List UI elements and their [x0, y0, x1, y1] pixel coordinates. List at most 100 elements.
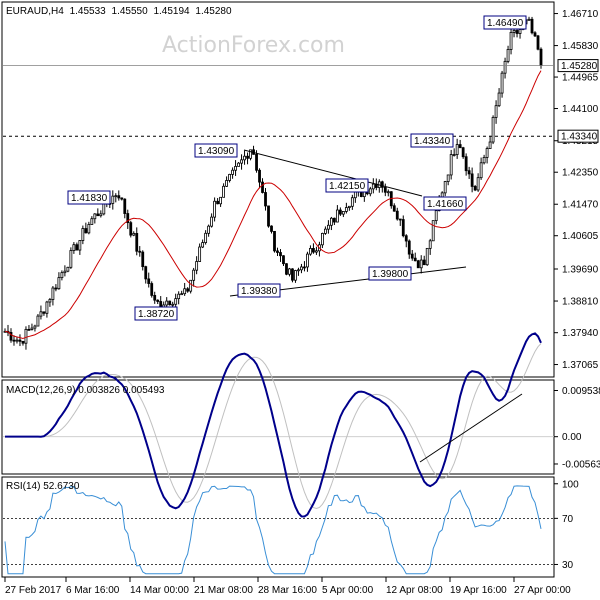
candle-body [267, 205, 270, 227]
macd-trendline [419, 393, 523, 463]
candle [467, 166, 471, 179]
candle [294, 269, 297, 283]
candle [332, 217, 336, 226]
candle-body [249, 149, 252, 159]
price-label-box [325, 178, 369, 193]
candle-body [270, 225, 273, 232]
candle [270, 225, 273, 234]
candle [267, 205, 270, 228]
candle-body [207, 225, 211, 234]
macd-y-tick-label: 0.00 [562, 432, 582, 443]
candle-body [446, 174, 450, 182]
candle-body [273, 230, 276, 252]
candle [18, 334, 22, 347]
candle [449, 149, 453, 180]
candle [470, 167, 474, 193]
candle-body [368, 188, 372, 195]
candle [30, 323, 34, 331]
candle [461, 146, 465, 159]
candle [111, 190, 115, 210]
candle [189, 279, 193, 294]
candle-body [407, 240, 411, 255]
candle [24, 326, 28, 350]
candle [90, 216, 94, 225]
macd-signal-line [5, 343, 542, 510]
candle-body [482, 156, 486, 164]
candle-body [494, 105, 498, 118]
price-label-box [194, 143, 238, 158]
candle-body [201, 242, 205, 248]
candle [341, 211, 345, 218]
candle [404, 234, 408, 248]
candle-body [500, 72, 504, 94]
candle-body [485, 148, 489, 158]
candle-body [350, 197, 354, 207]
candle-body [129, 222, 133, 236]
candle [282, 255, 285, 266]
rsi-line [4, 485, 542, 575]
candle-body [419, 259, 423, 269]
candle-body [395, 210, 399, 220]
candle-body [455, 144, 459, 155]
price-label-text: 1.39380 [241, 286, 278, 297]
candle-body [497, 92, 501, 107]
candle [527, 16, 531, 21]
candle-body [219, 196, 222, 205]
rsi-panel [1, 476, 555, 578]
candle-body [329, 217, 333, 226]
candle-body [297, 269, 300, 272]
candle-body [123, 198, 127, 214]
candle-body [189, 279, 193, 292]
candle-body [533, 32, 537, 37]
candle-body [66, 266, 70, 272]
candle [303, 261, 306, 272]
candle-body [386, 191, 390, 194]
candle-body [27, 328, 31, 331]
candle [371, 178, 375, 194]
candle-body [51, 287, 55, 300]
candle [192, 267, 196, 287]
x-tick-label: 28 Mar 16:00 [258, 585, 317, 596]
price-label: 1.42150 [325, 178, 369, 193]
candle [120, 197, 124, 201]
candle-body [476, 177, 480, 191]
candle [377, 179, 381, 193]
candle [246, 152, 249, 165]
price-tag-label: 1.43340 [561, 132, 598, 143]
macd-y-tick-label: -0.005637 [562, 459, 600, 470]
candle [204, 230, 208, 245]
candle-body [306, 253, 309, 268]
candle [138, 246, 142, 257]
candle-body [180, 293, 184, 296]
y-tick-label: 1.44100 [562, 104, 599, 115]
candle-body [539, 48, 543, 66]
candle [422, 255, 426, 266]
candle [156, 299, 160, 305]
candle-body [341, 211, 345, 215]
candle [222, 183, 225, 198]
candle-body [491, 116, 495, 143]
price-tag-box [557, 59, 599, 73]
candle-body [515, 30, 519, 34]
axis-layer: 1.467101.458301.449651.441001.432151.423… [4, 9, 600, 596]
price-label: 1.39380 [237, 283, 281, 298]
candle [213, 197, 217, 222]
x-tick-label: 21 Mar 08:00 [194, 585, 253, 596]
candle [395, 207, 399, 221]
candle-body [141, 251, 145, 268]
candle-body [479, 162, 483, 179]
candle-body [120, 197, 124, 200]
candle [39, 305, 43, 320]
candle [48, 297, 52, 307]
candle-body [326, 224, 330, 230]
candle [45, 300, 49, 318]
candle [300, 263, 303, 274]
macd-title: MACD(12,26,9) 0.003826 0.005493 [6, 385, 165, 396]
candle [168, 300, 172, 306]
candle-body [261, 181, 264, 193]
candle-body [9, 332, 13, 341]
candle [258, 168, 261, 189]
candle [54, 284, 58, 292]
x-tick-label: 14 Mar 00:00 [130, 585, 189, 596]
